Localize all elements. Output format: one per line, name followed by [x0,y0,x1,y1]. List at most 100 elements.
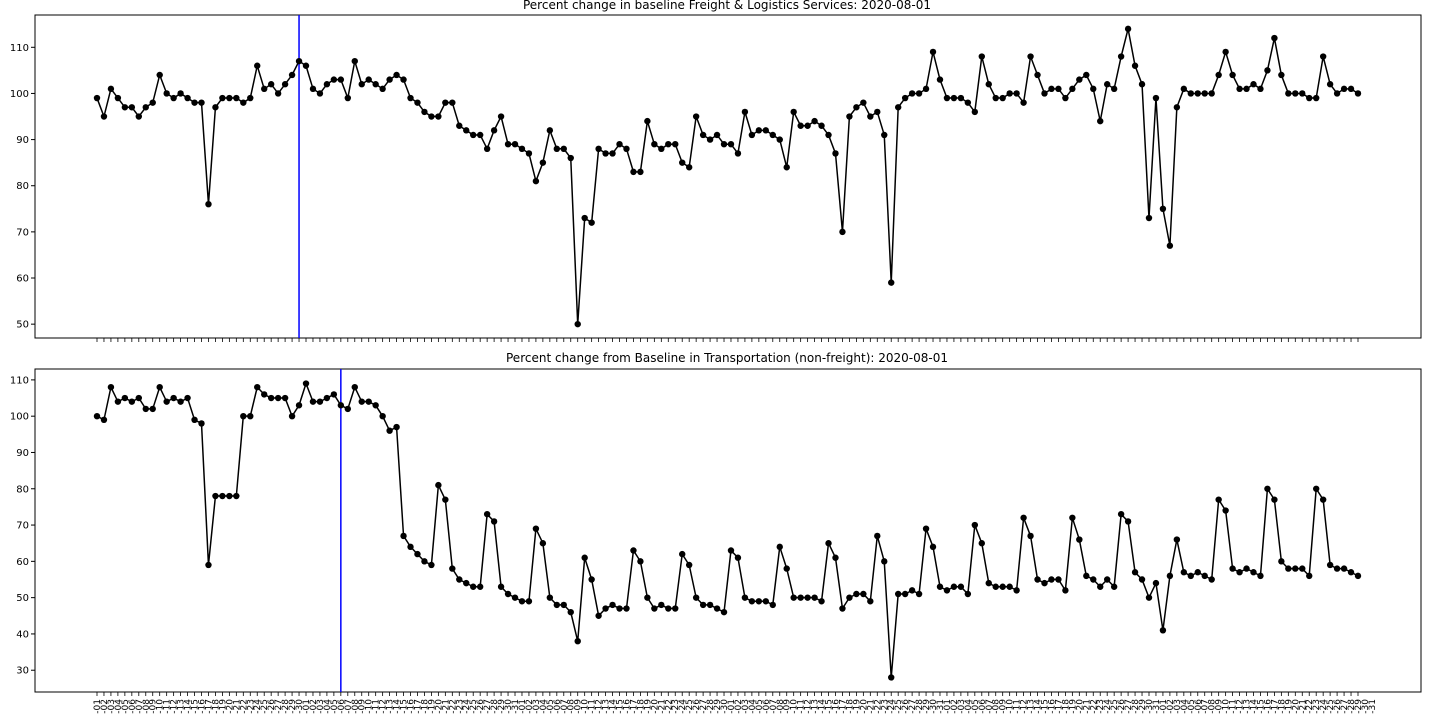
data-point [1138,81,1146,88]
data-point [574,637,581,645]
data-point [867,113,874,120]
data-point [316,90,324,97]
data-point [302,62,310,69]
data-point [386,76,393,83]
x-tick-label: -28 [1131,699,1141,714]
x-tick-label: -23 [455,699,465,714]
data-point [1326,561,1334,569]
data-point [1292,90,1299,97]
data-point [992,94,999,102]
data-point [1201,90,1208,97]
x-tick-label: -12 [595,699,605,714]
x-tick-label: -11 [797,699,807,714]
data-point [191,99,198,106]
data-point [950,583,958,590]
data-point [365,76,372,83]
x-tick-label: -16 [831,699,841,714]
x-tick-label: -06 [762,699,772,714]
data-point [393,71,400,79]
data-point [1048,85,1055,93]
x-tick-label: -09 [574,699,584,714]
data-point [407,94,414,102]
x-tick-label: -17 [629,699,639,714]
data-point [365,398,372,405]
data-point [1055,85,1062,93]
data-point [741,594,749,601]
data-point [539,159,547,166]
x-tick-label: -25 [685,699,695,714]
x-tick-label: -07 [985,699,995,714]
x-tick-label: -08 [1208,699,1218,714]
data-point [539,540,547,547]
data-point [853,104,860,111]
data-point [386,427,393,434]
data-point [692,113,700,120]
x-tick-label: -07 [1201,699,1211,714]
data-point [832,554,839,561]
data-point [240,412,247,420]
data-point [672,605,679,612]
data-point [428,113,435,120]
x-tick-label: -10 [365,699,375,714]
x-tick-label: -16 [407,699,417,714]
data-point [734,554,742,561]
data-point [1250,81,1257,88]
x-tick-label: -13 [177,699,187,714]
data-point [755,127,763,134]
x-tick-label: -20 [650,699,660,714]
data-point [1180,85,1188,93]
x-tick-label: -09 [149,699,159,714]
data-point [497,113,505,120]
data-point [581,214,588,222]
data-point [644,117,651,125]
data-point [769,601,776,609]
x-tick-label: -25 [260,699,270,714]
y-tick-label: 110 [10,375,29,386]
chart-title: Percent change from Baseline in Transpor… [506,351,948,365]
y-tick-label: 100 [10,412,29,423]
data-point [630,547,637,554]
data-point [274,90,282,97]
data-point [490,127,498,134]
data-point [595,612,602,619]
data-point [281,394,289,402]
data-point [999,583,1006,590]
plot-frame [34,368,1422,693]
data-point [1354,572,1362,580]
data-point [734,150,742,157]
data-point [240,99,247,106]
data-point [156,71,163,79]
data-point [267,394,275,402]
data-point [908,587,916,594]
x-tick-label: -13 [386,699,396,714]
data-point [985,579,992,587]
data-point [936,76,944,83]
x-tick-label: -10 [581,699,591,714]
data-point [1166,572,1174,580]
data-point [546,127,554,134]
x-tick-label: -11 [163,699,173,714]
data-point [1292,565,1299,572]
data-point [1333,565,1341,572]
data-point [999,94,1006,102]
chart-panel-transportation: Percent change from Baseline in Transpor… [10,351,1422,714]
data-point [748,131,756,139]
data-point [839,605,846,612]
data-point [894,590,902,598]
x-tick-label: -05 [755,699,765,714]
data-point [1299,565,1306,572]
data-point [177,398,184,405]
y-tick-label: 60 [16,557,29,568]
x-tick-label: -08 [142,699,152,714]
data-point [616,141,623,148]
x-tick-label: -14 [184,699,194,714]
data-point [414,99,421,106]
data-point [107,383,115,391]
x-tick-label: -17 [1054,699,1064,714]
x-tick-label: -25 [894,699,904,714]
data-point [344,94,352,102]
data-point [288,71,296,79]
x-tick-label: -31 [936,699,946,714]
x-tick-label: -17 [838,699,848,714]
x-tick-label: -02 [309,699,319,714]
